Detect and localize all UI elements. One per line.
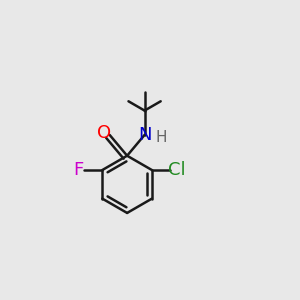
Text: F: F: [74, 161, 84, 179]
Text: Cl: Cl: [168, 161, 186, 179]
Text: H: H: [155, 130, 167, 145]
Text: N: N: [138, 126, 151, 144]
Text: O: O: [98, 124, 112, 142]
